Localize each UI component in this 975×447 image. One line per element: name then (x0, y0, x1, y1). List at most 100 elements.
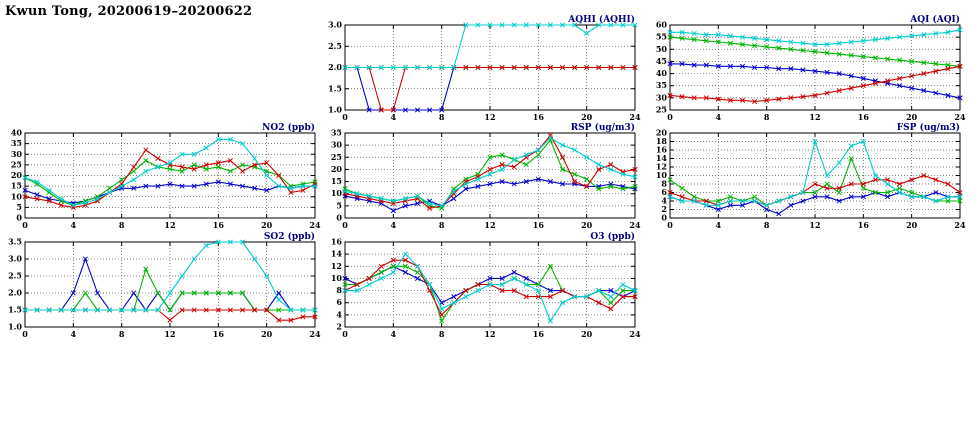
svg-text:4: 4 (661, 196, 667, 206)
svg-text:0: 0 (667, 112, 673, 122)
svg-text:O3 (ppb): O3 (ppb) (590, 231, 635, 242)
svg-text:12: 12 (656, 162, 667, 172)
svg-text:8: 8 (764, 220, 770, 230)
svg-text:16: 16 (533, 112, 545, 122)
svg-text:10: 10 (11, 191, 23, 201)
svg-text:20: 20 (581, 220, 593, 230)
svg-text:10: 10 (331, 273, 343, 283)
svg-text:3.0: 3.0 (328, 20, 342, 30)
svg-text:24: 24 (309, 329, 321, 339)
svg-text:2.0: 2.0 (8, 288, 22, 298)
svg-text:RSP (ug/m3): RSP (ug/m3) (571, 122, 635, 133)
svg-text:4: 4 (336, 309, 342, 319)
svg-text:20: 20 (261, 220, 273, 230)
svg-text:35: 35 (656, 80, 667, 90)
svg-text:4: 4 (391, 220, 397, 230)
svg-text:16: 16 (656, 145, 668, 155)
chart-so2: 1.0 1.5 2.0 2.5 3.0 3.5 0 4 8 12 16 20 24 SO2 (ppb) (0, 230, 332, 344)
svg-text:8: 8 (439, 220, 445, 230)
svg-text:25: 25 (656, 105, 667, 115)
svg-text:60: 60 (656, 20, 668, 30)
svg-text:24: 24 (954, 220, 966, 230)
svg-text:0: 0 (336, 213, 342, 223)
svg-text:3.5: 3.5 (8, 237, 22, 247)
svg-text:8: 8 (439, 112, 445, 122)
svg-text:15: 15 (11, 181, 22, 191)
svg-text:12: 12 (164, 220, 175, 230)
svg-text:0: 0 (22, 220, 28, 230)
svg-text:2.5: 2.5 (328, 41, 342, 51)
svg-text:2.5: 2.5 (8, 271, 22, 281)
svg-text:25: 25 (331, 152, 342, 162)
chart-canvas-aqi: 25 30 35 40 45 50 55 60 0 4 8 12 16 20 24 AQI (AQI) (656, 14, 966, 122)
svg-text:12: 12 (484, 112, 495, 122)
svg-text:12: 12 (809, 220, 820, 230)
svg-text:8: 8 (764, 112, 770, 122)
svg-text:8: 8 (119, 329, 125, 339)
svg-text:16: 16 (213, 220, 225, 230)
svg-text:0: 0 (661, 213, 667, 223)
svg-text:16: 16 (533, 220, 545, 230)
chart-aqi: 25 30 35 40 45 50 55 60 0 4 8 12 16 20 24 AQI (AQI) (645, 13, 975, 127)
svg-text:12: 12 (164, 329, 175, 339)
svg-text:4: 4 (391, 329, 397, 339)
svg-text:NO2 (ppb): NO2 (ppb) (262, 122, 315, 133)
svg-text:35: 35 (11, 138, 22, 148)
svg-text:4: 4 (71, 220, 77, 230)
svg-text:24: 24 (629, 220, 641, 230)
svg-text:4: 4 (71, 329, 77, 339)
svg-text:4: 4 (716, 112, 722, 122)
svg-text:24: 24 (954, 112, 966, 122)
svg-text:0: 0 (16, 213, 22, 223)
svg-text:AQI (AQI): AQI (AQI) (909, 14, 960, 25)
svg-text:10: 10 (656, 170, 668, 180)
svg-text:24: 24 (309, 220, 321, 230)
svg-text:20: 20 (331, 164, 343, 174)
svg-text:1.0: 1.0 (328, 105, 342, 115)
svg-text:1.0: 1.0 (8, 322, 22, 332)
svg-text:30: 30 (656, 92, 668, 102)
svg-text:14: 14 (331, 249, 343, 259)
svg-text:0: 0 (342, 112, 348, 122)
svg-text:1.5: 1.5 (328, 83, 342, 93)
svg-text:0: 0 (342, 329, 348, 339)
svg-text:8: 8 (661, 179, 667, 189)
svg-text:4: 4 (391, 112, 397, 122)
svg-text:4: 4 (716, 220, 722, 230)
svg-text:5: 5 (16, 202, 22, 212)
svg-text:0: 0 (342, 220, 348, 230)
svg-text:45: 45 (656, 56, 667, 66)
svg-text:20: 20 (906, 220, 918, 230)
svg-text:25: 25 (11, 159, 22, 169)
svg-text:12: 12 (331, 261, 342, 271)
svg-text:6: 6 (336, 297, 342, 307)
svg-text:8: 8 (439, 329, 445, 339)
svg-text:20: 20 (11, 170, 23, 180)
chart-fsp: 0 2 4 6 8 10 12 14 16 18 20 0 4 8 12 16 20 24 FSP (ug/m3) (645, 121, 975, 235)
svg-text:30: 30 (11, 149, 23, 159)
svg-text:20: 20 (261, 329, 273, 339)
svg-text:0: 0 (22, 329, 28, 339)
svg-text:16: 16 (858, 220, 870, 230)
svg-text:2.0: 2.0 (328, 62, 342, 72)
svg-text:20: 20 (906, 112, 918, 122)
chart-rsp: 0 5 10 15 20 25 30 35 0 4 8 12 16 20 24 RSP (ug/m3) (320, 121, 652, 235)
svg-text:2: 2 (661, 204, 667, 214)
svg-text:12: 12 (809, 112, 820, 122)
chart-aqhi: 1.0 1.5 2.0 2.5 3.0 0 4 8 12 16 20 24 AQHI (AQHI) (320, 13, 652, 127)
svg-text:20: 20 (656, 128, 668, 138)
svg-text:10: 10 (331, 188, 343, 198)
svg-text:40: 40 (11, 128, 23, 138)
svg-text:AQHI (AQHI): AQHI (AQHI) (567, 14, 635, 25)
svg-text:16: 16 (533, 329, 545, 339)
page-title: Kwun Tong, 20200619–20200622 (5, 4, 253, 19)
svg-text:16: 16 (331, 237, 343, 247)
svg-text:6: 6 (661, 187, 667, 197)
svg-text:3.0: 3.0 (8, 254, 22, 264)
svg-text:SO2 (ppb): SO2 (ppb) (264, 231, 315, 242)
chart-canvas-so2: 1.0 1.5 2.0 2.5 3.0 3.5 0 4 8 12 16 20 24 SO2 (ppb) (8, 231, 321, 339)
svg-text:16: 16 (213, 329, 225, 339)
